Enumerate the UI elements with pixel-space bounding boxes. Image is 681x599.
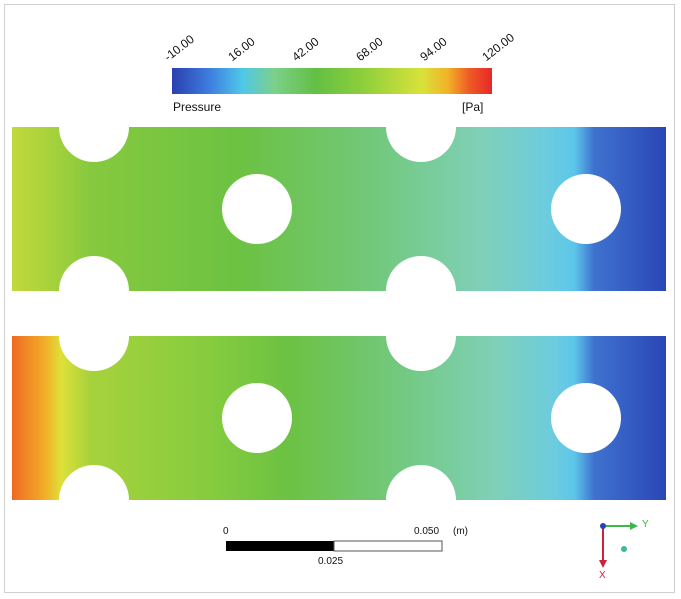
- hole: [551, 383, 621, 453]
- legend-title: Pressure: [173, 100, 222, 114]
- hole: [59, 256, 129, 291]
- legend-color-bar: [172, 68, 492, 94]
- hole: [59, 465, 129, 500]
- scale-bar-mid-label: 0.025: [318, 556, 344, 567]
- scale-bar-left-label: 0: [223, 526, 229, 537]
- axes-triad: [599, 522, 638, 568]
- scale-bar-right-label: 0.050: [414, 526, 440, 537]
- hole: [386, 256, 456, 291]
- figure-frame: [4, 4, 675, 593]
- scale-bar: [226, 540, 443, 552]
- hole: [386, 336, 456, 371]
- axis-y-label: Y: [642, 519, 649, 530]
- top-panel: [12, 127, 666, 291]
- bottom-panel: [12, 336, 666, 500]
- hole: [222, 383, 292, 453]
- hole: [551, 174, 621, 244]
- hole: [222, 174, 292, 244]
- hole: [59, 127, 129, 162]
- hole: [386, 465, 456, 500]
- legend-unit: [Pa]: [462, 100, 484, 114]
- hole: [386, 127, 456, 162]
- hole: [59, 336, 129, 371]
- axis-x-label: X: [599, 570, 606, 581]
- scale-bar-unit: (m): [453, 526, 468, 537]
